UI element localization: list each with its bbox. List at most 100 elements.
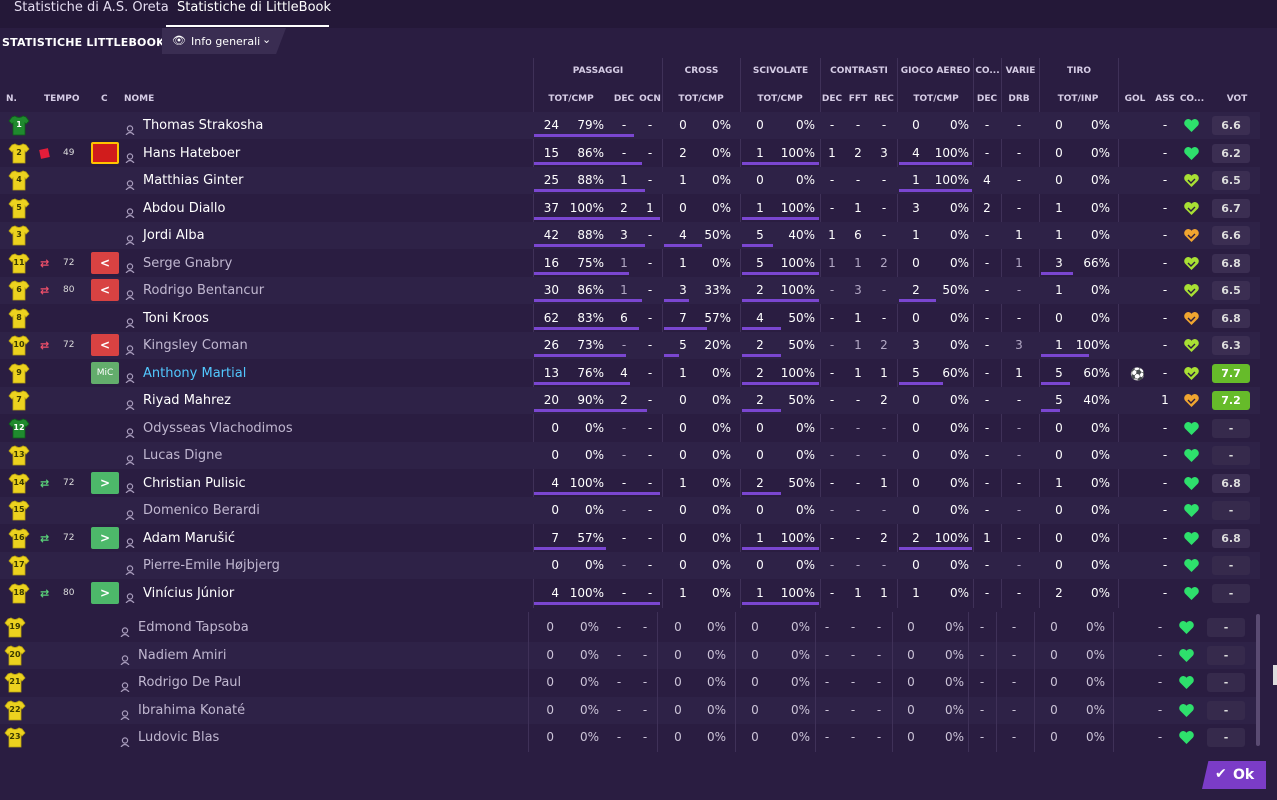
player-row[interactable]: 18 ⇄ 80 > Vinícius Júnior 4 100% - -1 0% 1 100% -1 1 1…	[0, 580, 1260, 607]
column-header[interactable]: VOT	[1226, 94, 1248, 104]
player-name[interactable]: Adam Marušić	[143, 530, 235, 546]
column-header[interactable]: FFT	[848, 94, 868, 104]
column-header[interactable]: DEC	[821, 94, 843, 104]
player-name[interactable]: Matthias Ginter	[143, 173, 244, 188]
substituted-out-badge[interactable]: <	[91, 334, 119, 356]
contrasti-rec: -	[881, 200, 887, 215]
bench-row[interactable]: 19 Edmond Tapsoba 0 0% - -0 0% 0 0% - - -0 0% - -0 0% - -	[0, 614, 1260, 641]
player-row[interactable]: 12 Odysseas Vlachodimos 0 0% - -0 0% 0 0% - - -0 0% -…	[0, 415, 1260, 442]
tab-littlebook-stats[interactable]: Statistiche di LittleBook	[177, 0, 332, 15]
tackle-total: 1	[756, 200, 764, 215]
tackle-bar	[742, 326, 781, 330]
player-name[interactable]: Odysseas Vlachodimos	[143, 420, 293, 436]
player-name[interactable]: Vinícius Júnior	[143, 585, 235, 601]
player-name[interactable]: Ludovic Blas	[138, 730, 220, 745]
tab-club-stats[interactable]: Statistiche di A.S. Oreta	[14, 0, 169, 15]
column-group-header[interactable]: VARIE	[1005, 66, 1036, 76]
player-name[interactable]: Edmond Tapsoba	[138, 620, 249, 635]
aerial-total: 0	[912, 420, 920, 435]
player-name[interactable]: Christian Pulisic	[143, 475, 246, 491]
player-name[interactable]: Hans Hateboer	[143, 145, 241, 161]
shots-bar	[1041, 354, 1089, 357]
bench-stat: 0	[907, 730, 915, 744]
player-name[interactable]: Anthony Martial	[143, 365, 247, 381]
substituted-out-badge[interactable]: <	[91, 279, 119, 301]
player-name[interactable]: Serge Gnabry	[143, 255, 233, 271]
player-row[interactable]: 7 Riyad Mahrez 20 90% 2-0 0% 2 50% - -2 0 0% - -5 40% 1…	[0, 387, 1260, 414]
player-name[interactable]: Nadiem Amiri	[138, 647, 227, 663]
player-row[interactable]: 16 ⇄ 72 > Adam Marušić 7 57% - -0 0% 1 100% - -2 2 100%…	[0, 525, 1260, 552]
bench-row[interactable]: 20 Nadiem Amiri 0 0% - -0 0% 0 0% - - -0 0% - -0 0% - -	[0, 641, 1260, 669]
player-name[interactable]: Thomas Strakosha	[143, 118, 264, 133]
man-of-match-badge[interactable]: MiC	[91, 361, 119, 384]
player-name[interactable]: Rodrigo Bentancur	[143, 283, 265, 298]
player-name[interactable]: Kingsley Coman	[143, 338, 248, 353]
column-header[interactable]: C	[101, 94, 108, 104]
column-header[interactable]: REC	[874, 94, 894, 104]
player-name[interactable]: Rodrigo De Paul	[138, 675, 242, 690]
column-group-header[interactable]: PASSAGGI	[572, 66, 624, 76]
player-name[interactable]: Jordi Alba	[143, 228, 205, 243]
column-header[interactable]: GOL	[1124, 94, 1146, 104]
player-row[interactable]: 13 Lucas Digne 0 0% - -0 0% 0 0% - - -0 0% - -0 0% - -	[0, 442, 1260, 469]
column-header[interactable]: TOT/CMP	[548, 94, 594, 104]
player-row[interactable]: 1 Thomas Strakosha 24 79% - -0 0% 0 0% - - -0 0% - -0 0…	[0, 112, 1260, 139]
column-group-header[interactable]: CO...	[975, 66, 1000, 76]
player-name[interactable]: Lucas Digne	[143, 448, 223, 463]
substituted-in-badge[interactable]: >	[91, 471, 119, 494]
player-name[interactable]: Pierre-Emile Højbjerg	[143, 558, 280, 573]
player-row[interactable]: 8 Toni Kroos 62 83% 6-7 57% 4 50% -1-0 0% - -0 0% -6.…	[0, 305, 1260, 332]
player-row[interactable]: 14 ⇄ 72 > Christian Pulisic 4 100% - -1 0% 2 50% - -1…	[0, 470, 1260, 497]
contrasti-rec: 2	[880, 393, 888, 407]
person-icon	[125, 450, 135, 466]
column-header[interactable]: TOT/CMP	[913, 94, 959, 104]
player-row[interactable]: 15 Domenico Berardi 0 0% - -0 0% 0 0% - - -0 0% - -0 0%…	[0, 497, 1260, 524]
pass-ocn: -	[647, 228, 653, 242]
player-row[interactable]: 10 ⇄ 72 < Kingsley Coman 26 73% - -5 20% 2 50% -1 2 3 0…	[0, 332, 1260, 359]
column-header[interactable]: DEC	[976, 94, 998, 104]
column-group-header[interactable]: SCIVOLATE	[752, 66, 809, 76]
player-name[interactable]: Abdou Diallo	[143, 200, 226, 216]
scrollbar[interactable]	[1256, 614, 1260, 746]
player-row[interactable]: 5 Abdou Diallo 37 100% 2 1 0 0% 1 100% -1-3 0% 2-1 0%…	[0, 195, 1260, 222]
player-row[interactable]: 4 Matthias Ginter 25 88% 1-1 0% 0 0% - - -1 100% 4-0…	[0, 167, 1260, 194]
player-row[interactable]: 3 Jordi Alba 42 88% 3 - 4 50% 5 40% 1 6 - 1 0% - 1 1 0% - 6.…	[0, 222, 1260, 249]
player-name[interactable]: Ibrahima Konaté	[138, 702, 246, 718]
pass-total: 4	[551, 475, 559, 490]
column-header[interactable]: NOME	[124, 94, 155, 104]
view-dropdown[interactable]: 👁 Info generali ⌄	[162, 28, 286, 54]
column-header[interactable]: TOT/CMP	[757, 94, 803, 104]
column-header[interactable]: CO...	[1179, 94, 1205, 104]
bench-row[interactable]: 22 Ibrahima Konaté 0 0% - -0 0% 0 0% - - -0 0% - -0 0% -…	[0, 696, 1260, 724]
player-row[interactable]: 17 Pierre-Emile Højbjerg 0 0% - -0 0% 0 0% - - -0 0%…	[0, 552, 1260, 579]
column-group-header[interactable]: CONTRASTI	[830, 66, 888, 76]
injury-badge[interactable]	[91, 141, 119, 164]
bench-row[interactable]: 23 Ludovic Blas 0 0% - -0 0% 0 0% - - -0 0% - -0 0% - -	[0, 724, 1260, 751]
player-row[interactable]: 2 49 Hans Hateboer 15 86% - -2 0% 1 100% 1 2 3 4 100% -…	[0, 140, 1260, 167]
pass-bar	[534, 409, 648, 412]
player-row[interactable]: 6 ⇄ 80 < Rodrigo Bentancur 30 86% 1-3 33% 2 100% -3…	[0, 277, 1260, 304]
column-group-header[interactable]: TIRO	[1066, 66, 1092, 76]
substituted-in-badge[interactable]: >	[91, 526, 119, 549]
substituted-in-badge[interactable]: >	[91, 581, 119, 604]
bench-row[interactable]: 21 Rodrigo De Paul 0 0% - -0 0% 0 0% - - -0 0% - -0 0% -…	[0, 669, 1260, 696]
ok-button[interactable]: ✔ Ok	[1202, 761, 1266, 789]
player-row[interactable]: 11 ⇄ 72 < Serge Gnabry 16 75% 1-1 0% 5 100% 1 1 2 0 0% -…	[0, 250, 1260, 277]
column-header[interactable]: TEMPO	[44, 94, 80, 104]
player-name[interactable]: Toni Kroos	[143, 310, 209, 326]
column-group-header[interactable]: CROSS	[684, 66, 719, 76]
player-row[interactable]: 9 MiC Anthony Martial 13 76% 4-1 0% 2 100% -1 1 5 60…	[0, 360, 1260, 387]
column-header[interactable]: DRB	[1008, 94, 1030, 104]
contrasti-rec: -	[881, 420, 887, 435]
column-header[interactable]: OCN	[639, 94, 661, 104]
player-name[interactable]: Domenico Berardi	[143, 503, 260, 518]
player-name[interactable]: Riyad Mahrez	[143, 393, 231, 408]
column-header[interactable]: N.	[6, 94, 17, 104]
column-header[interactable]: TOT/CMP	[678, 94, 724, 104]
column-group-header[interactable]: GIOCO AEREO	[900, 66, 971, 76]
contrasti-rec: -	[881, 283, 887, 297]
column-header[interactable]: ASS	[1155, 94, 1175, 104]
substituted-out-badge[interactable]: <	[91, 251, 119, 274]
column-header[interactable]: TOT/INP	[1057, 94, 1099, 104]
column-header[interactable]: DEC	[613, 94, 635, 104]
